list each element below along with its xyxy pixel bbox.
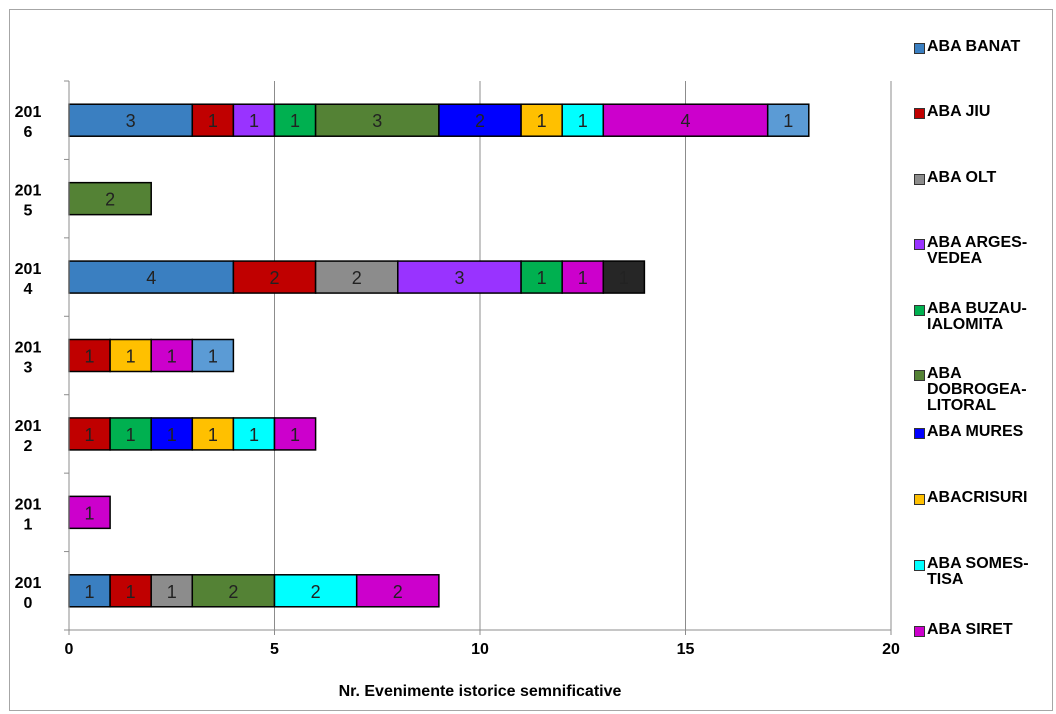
bar-value-label: 1 (208, 425, 218, 445)
y-category-label: 201 6 (15, 104, 42, 141)
x-tick-label: 15 (677, 641, 695, 658)
labels: 0 5 10 15 20 201 0 201 1 201 2 201 3 201 4 201 5 201 6 1 1 1 2… (15, 104, 900, 658)
bar-value-label: 2 (475, 111, 485, 131)
bar-value-label: 1 (85, 347, 95, 367)
bar-value-label: 3 (126, 111, 136, 131)
x-tick-label: 0 (65, 641, 74, 658)
bar-value-label: 1 (537, 111, 547, 131)
x-tick-label: 5 (270, 641, 279, 658)
bar-segment (273, 103, 317, 137)
bar-value-label: 1 (126, 347, 136, 367)
bar-value-label: 1 (208, 111, 218, 131)
bar-value-label: 2 (269, 268, 279, 288)
bar-segment (150, 574, 194, 608)
bar-value-label: 1 (85, 503, 95, 523)
bar-value-label: 1 (578, 111, 588, 131)
x-tick-label: 10 (471, 641, 489, 658)
bar-segment (68, 181, 152, 216)
bar-value-label: 2 (105, 190, 115, 210)
bar-value-label: 1 (249, 111, 259, 131)
y-category-label: 201 0 (15, 575, 42, 612)
y-category-label: 201 5 (15, 183, 42, 220)
bar-value-label: 1 (126, 425, 136, 445)
bar-value-label: 1 (208, 347, 218, 367)
bar-value-label: 2 (352, 268, 362, 288)
bar-value-label: 1 (85, 582, 95, 602)
bar-value-label: 1 (619, 268, 629, 288)
y-category-label: 201 4 (15, 261, 42, 298)
bar-segment (355, 574, 440, 608)
y-category-label: 201 1 (15, 496, 42, 533)
bar-value-label: 1 (290, 111, 300, 131)
bar-segment (191, 103, 235, 137)
gridlines (274, 81, 892, 630)
bar-segment (191, 417, 235, 451)
bar-value-label: 3 (372, 111, 382, 131)
x-axis-title: Nr. Evenimente istorice semnificative (339, 683, 622, 700)
bar-value-label: 1 (578, 268, 588, 288)
bar-value-label: 1 (167, 347, 177, 367)
bar-value-label: 2 (393, 582, 403, 602)
bar-segment (191, 338, 235, 373)
bar-segment (766, 103, 810, 137)
bar-value-label: 1 (167, 582, 177, 602)
bar-value-label: 4 (146, 268, 156, 288)
axes (64, 80, 892, 635)
bar-segment (314, 103, 440, 137)
bars (68, 103, 810, 608)
bar-segment (397, 260, 522, 294)
bar-segment (150, 417, 194, 451)
bar-value-label: 2 (311, 582, 321, 602)
bar-value-label: 1 (85, 425, 95, 445)
bar-segment (109, 574, 152, 608)
y-category-label: 201 2 (15, 418, 42, 455)
bar-segment (273, 417, 317, 451)
bar-value-label: 1 (290, 425, 300, 445)
bar-segment (232, 417, 276, 451)
bar-value-label: 1 (249, 425, 259, 445)
bar-value-label: 2 (228, 582, 238, 602)
x-tick-label: 20 (882, 641, 900, 658)
stacked-bar-chart: 0 5 10 15 20 201 0 201 1 201 2 201 3 201 4 201 5 201 6 1 1 1 2… (15, 80, 900, 700)
bar-segment (68, 574, 111, 608)
y-category-label: 201 3 (15, 340, 42, 377)
bar-value-label: 1 (783, 111, 793, 131)
bar-segment (232, 260, 317, 294)
bar-segment (232, 103, 276, 137)
bar-segment (520, 260, 563, 294)
bar-value-label: 1 (167, 425, 177, 445)
bar-segment (68, 495, 111, 530)
bar-value-label: 1 (126, 582, 136, 602)
bar-segment (191, 574, 276, 608)
bar-segment (602, 260, 646, 294)
bar-segment (68, 260, 235, 294)
chart-frame: 0 5 10 15 20 201 0 201 1 201 2 201 3 201 4 201 5 201 6 1 1 1 2… (9, 9, 1053, 711)
bar-segment (68, 103, 194, 137)
bar-value-label: 3 (454, 268, 464, 288)
bar-value-label: 4 (680, 111, 690, 131)
bar-value-label: 1 (537, 268, 547, 288)
